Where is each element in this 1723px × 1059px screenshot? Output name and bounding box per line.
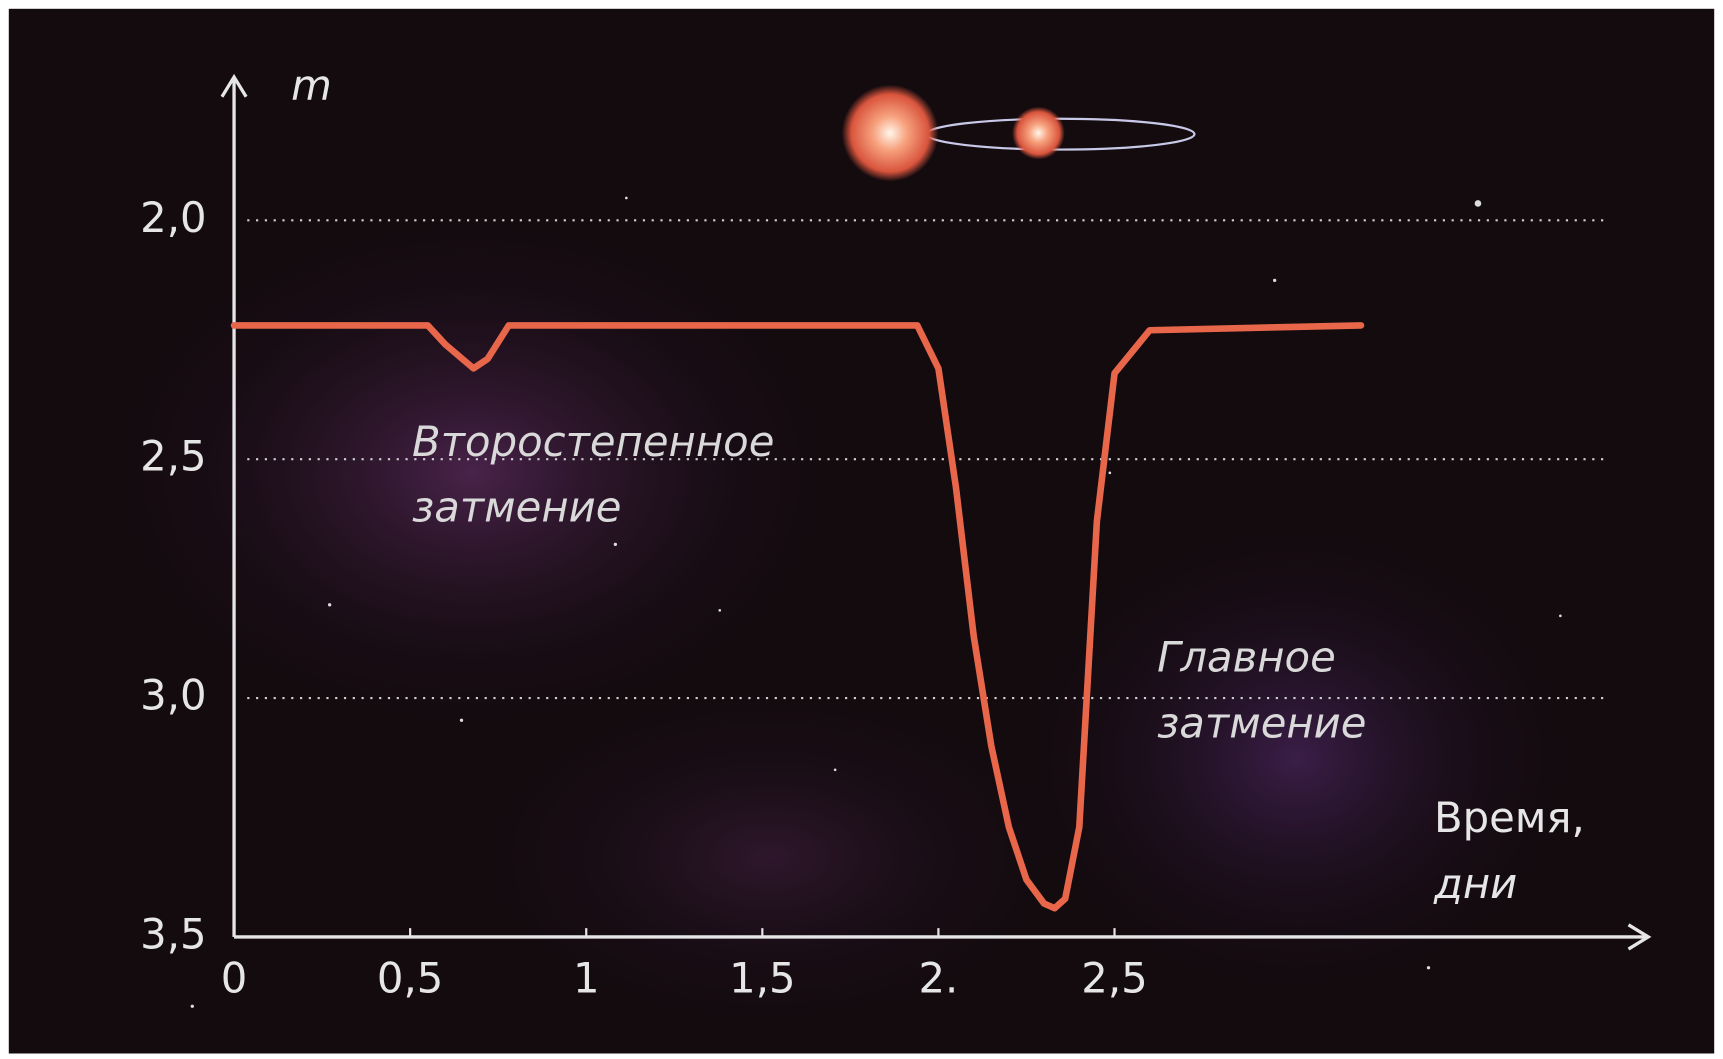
- x-axis-label: дни: [1433, 859, 1517, 908]
- y-tick-label: 3,5: [140, 909, 206, 958]
- y-axis-label: m: [291, 60, 332, 109]
- x-tick-label: 0: [221, 953, 248, 1002]
- y-tick-label: 2,0: [140, 193, 206, 242]
- nebula: [1010, 516, 1583, 1001]
- x-axis-arrow: [1627, 923, 1652, 951]
- y-tick-label: 3,0: [140, 671, 206, 720]
- stars: [190, 196, 1562, 1008]
- x-tick-label: 2,5: [1081, 953, 1147, 1002]
- nebula: [461, 681, 1077, 1034]
- annotation: Главное: [1157, 632, 1336, 681]
- annotation: затмение: [1157, 698, 1366, 747]
- x-axis-label: Время,: [1434, 793, 1585, 842]
- binary-illustration: [841, 84, 1196, 182]
- x-tick-label: 1,5: [729, 953, 795, 1002]
- nebula: [98, 208, 847, 737]
- x-tick-label: 1: [573, 953, 600, 1002]
- x-tick-label: 0,5: [377, 953, 443, 1002]
- annotation: затмение: [412, 483, 621, 532]
- annotation: Второстепенное: [412, 417, 774, 466]
- y-tick-label: 2,5: [140, 432, 206, 481]
- y-axis-arrow: [220, 73, 248, 98]
- x-tick-label: 2.: [918, 953, 958, 1002]
- light-curve: [230, 322, 1365, 912]
